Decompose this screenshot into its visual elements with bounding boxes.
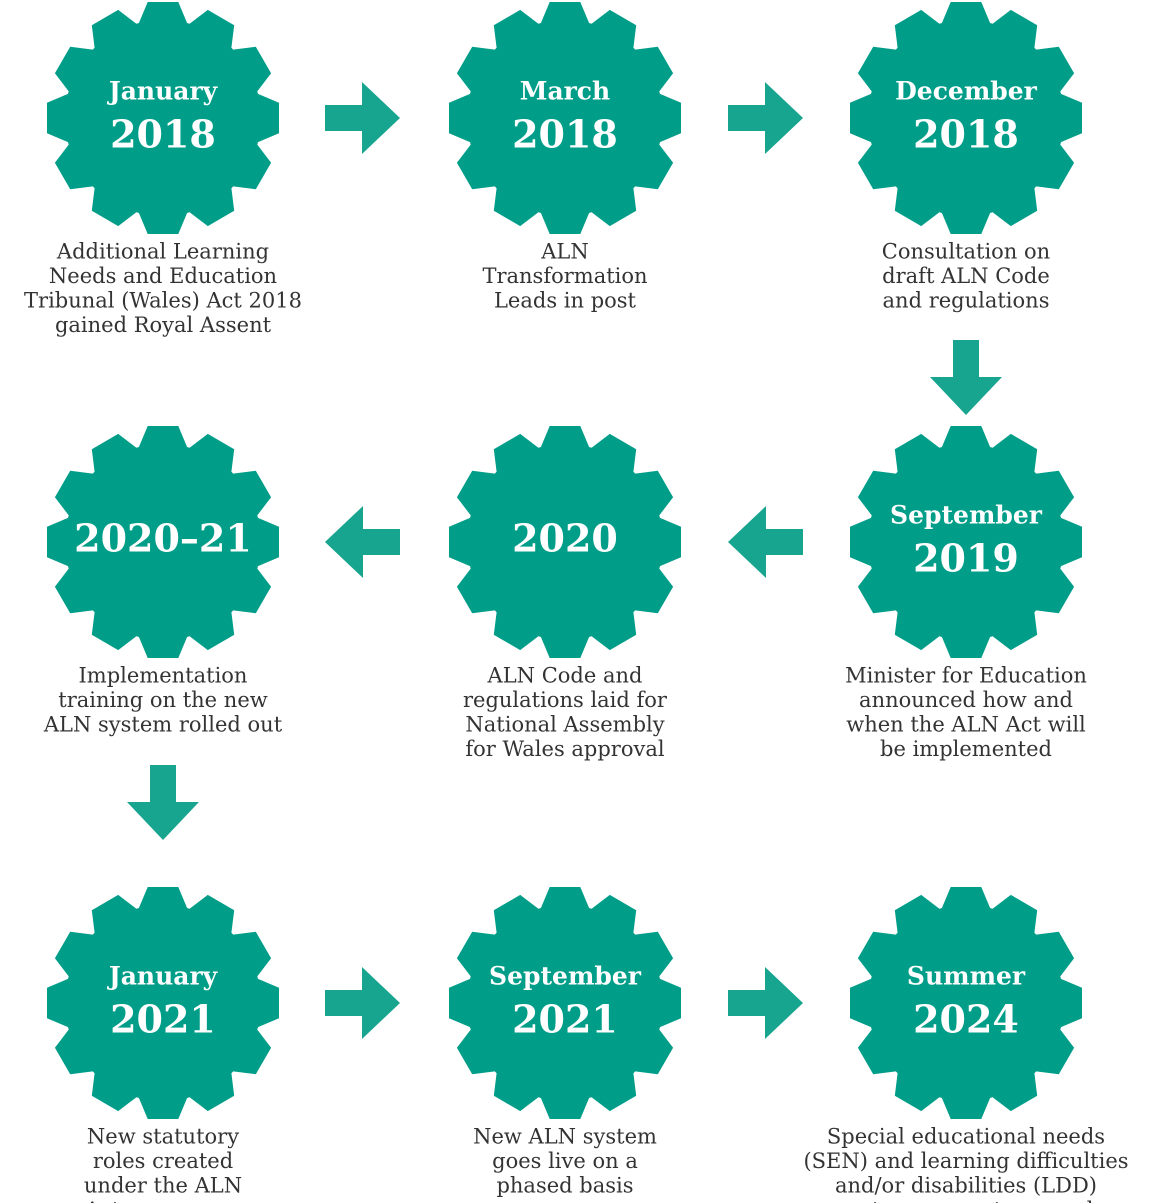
description-line: under the ALN: [84, 1174, 242, 1198]
description-line: announced how and: [859, 688, 1073, 712]
arrow-left: [728, 506, 803, 578]
description-line: Implementation: [79, 664, 248, 688]
month: December: [895, 77, 1038, 106]
year: 2019: [913, 536, 1019, 581]
description-line: gained Royal Assent: [55, 313, 272, 337]
description-line: ALN: [540, 240, 589, 264]
description-line: roles created: [93, 1149, 233, 1173]
gear: [47, 2, 279, 234]
description-line: systems come to an end: [839, 1198, 1094, 1203]
description-line: and/or disabilities (LDD): [835, 1174, 1097, 1198]
description-line: Act commence: [84, 1198, 241, 1203]
arrow-right: [728, 967, 803, 1039]
month: January: [107, 962, 219, 991]
description-line: for Wales approval: [465, 737, 664, 761]
month: September: [890, 501, 1043, 530]
year: 2021: [110, 997, 216, 1042]
description-line: regulations laid for: [463, 688, 668, 712]
year: 2018: [913, 112, 1019, 157]
description-line: Special educational needs: [827, 1125, 1105, 1149]
timeline-node: Summer 2024 Special educational needs(SEN)…: [803, 887, 1129, 1203]
arrow-right: [728, 82, 803, 154]
description-line: draft ALN Code: [882, 264, 1050, 288]
year: 2018: [512, 112, 618, 157]
description-line: Leads in post: [494, 289, 637, 313]
description-line: when the ALN Act will: [846, 713, 1086, 737]
description-line: phased basis: [496, 1174, 633, 1198]
timeline-node: September 2019 Minister for Educationannou…: [845, 426, 1087, 761]
year: 2020: [512, 516, 618, 561]
gear: [449, 426, 681, 658]
description-line: and regulations: [883, 289, 1050, 313]
gear: [47, 887, 279, 1119]
gear: [850, 887, 1082, 1119]
year: 2024: [913, 997, 1019, 1042]
gear: [850, 426, 1082, 658]
arrow-right: [325, 967, 400, 1039]
arrow-left: [325, 506, 400, 578]
description-line: Consultation on: [882, 240, 1050, 264]
gear: [449, 2, 681, 234]
month: Summer: [907, 962, 1026, 991]
arrow-down: [930, 340, 1002, 415]
description-line: Tribunal (Wales) Act 2018: [24, 289, 302, 313]
description-line: ALN Code and: [487, 664, 643, 688]
gear: [850, 2, 1082, 234]
description-line: New ALN system: [473, 1125, 657, 1149]
description-line: Needs and Education: [49, 264, 277, 288]
description-line: ALN system rolled out: [43, 713, 283, 737]
description-line: training on the new: [58, 688, 267, 712]
description-line: be implemented: [880, 737, 1052, 761]
year: 2021: [512, 997, 618, 1042]
arrow-right: [325, 82, 400, 154]
description-line: Transformation: [482, 264, 647, 288]
description-line: National Assembly: [465, 713, 664, 737]
arrows: [127, 82, 1002, 1039]
description-line: New statutory: [87, 1125, 239, 1149]
month: March: [520, 77, 610, 106]
year: 2018: [110, 112, 216, 157]
description-line: Additional Learning: [56, 240, 269, 264]
description-line: goes live on a: [492, 1149, 638, 1173]
month: September: [489, 962, 642, 991]
gear: [449, 887, 681, 1119]
description-line: Minister for Education: [845, 664, 1087, 688]
arrow-down: [127, 765, 199, 840]
gear: [47, 426, 279, 658]
month: January: [107, 77, 219, 106]
description-line: (SEN) and learning difficulties: [803, 1149, 1128, 1173]
year: 2020–21: [74, 516, 252, 561]
